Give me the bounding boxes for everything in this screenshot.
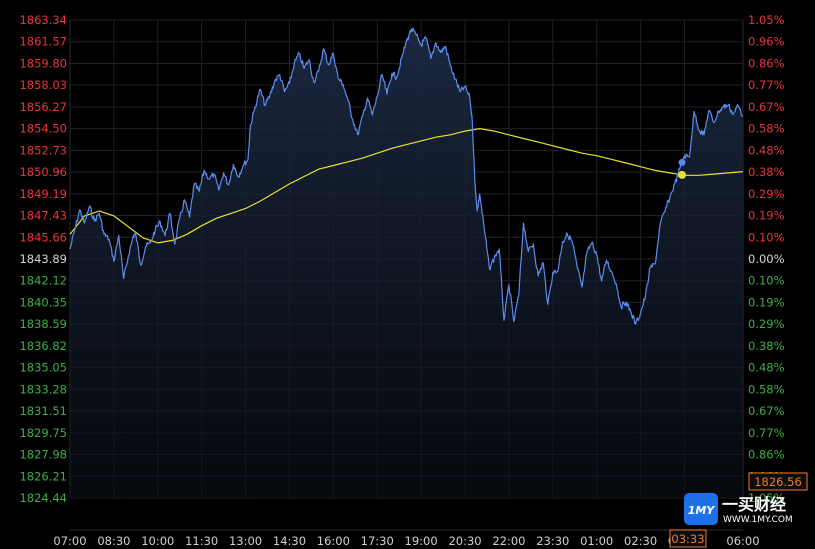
x-tick-label: 20:30	[448, 534, 481, 548]
y-tick-label-left: 1824.44	[19, 491, 67, 505]
x-tick-label: 02:30	[624, 534, 657, 548]
y-tick-label-left: 1840.35	[19, 295, 67, 309]
y-tick-label-right: 0.86%	[748, 56, 785, 70]
y-tick-label-right: 0.38%	[748, 165, 785, 179]
y-tick-label-left: 1854.50	[19, 122, 67, 136]
y-tick-label-right: 0.00%	[748, 252, 785, 266]
y-tick-label-right: 0.67%	[748, 404, 785, 418]
y-tick-label-right: 0.19%	[748, 295, 785, 309]
y-tick-label-right: 0.58%	[748, 382, 785, 396]
y-tick-label-right: 1.05%	[748, 13, 785, 27]
y-tick-label-right: 0.38%	[748, 339, 785, 353]
y-tick-label-right: 0.58%	[748, 122, 785, 136]
y-tick-label-right: 0.96%	[748, 35, 785, 49]
y-tick-label-left: 1833.28	[19, 382, 67, 396]
x-tick-label: 07:00	[53, 534, 86, 548]
y-tick-label-left: 1861.57	[19, 35, 67, 49]
y-tick-label-left: 1836.82	[19, 339, 67, 353]
logo-url: WWW.1MY.COM	[723, 515, 793, 525]
price-series-line	[69, 27, 744, 325]
current-time-box: 03:33	[669, 529, 707, 548]
y-tick-label-right: 0.48%	[748, 143, 785, 157]
logo-badge	[684, 493, 718, 525]
y-tick-label-left: 1845.66	[19, 230, 67, 244]
x-tick-label: 22:00	[492, 534, 525, 548]
y-tick-label-left: 1831.51	[19, 404, 67, 418]
x-tick-label: 17:30	[361, 534, 394, 548]
y-tick-label-left: 1842.12	[19, 274, 67, 288]
y-tick-label-right: 0.19%	[748, 209, 785, 223]
y-tick-label-left: 1847.43	[19, 209, 67, 223]
y-tick-label-left: 1863.34	[19, 13, 67, 27]
average-series-line	[69, 127, 744, 244]
y-tick-label-right: 0.86%	[748, 448, 785, 462]
y-axis-right: 1.05% 0.96% 0.86% 0.77% 0.67% 0.58% 0.48% 0.38%…	[748, 13, 785, 505]
y-tick-label-left: 1859.80	[19, 56, 67, 70]
y-tick-label-right: 0.77%	[748, 426, 785, 440]
average-cursor-marker	[678, 170, 687, 179]
current-time-label: 03:33	[671, 532, 704, 546]
y-tick-label-left: 1852.73	[19, 143, 67, 157]
y-tick-label-left: 1856.27	[19, 100, 67, 114]
x-tick-label: 06:00	[726, 534, 759, 548]
x-tick-label: 13:00	[229, 534, 262, 548]
price-area-fill	[70, 28, 743, 498]
current-price-label: 1826.56	[754, 475, 802, 489]
x-tick-label: 16:00	[317, 534, 350, 548]
y-tick-label-right: 0.10%	[748, 274, 785, 288]
price-cursor-marker	[678, 158, 686, 166]
y-tick-label-left: 1838.59	[19, 317, 67, 331]
y-tick-label-left: 1858.03	[19, 78, 67, 92]
x-tick-label: 23:30	[536, 534, 569, 548]
y-tick-label-right: 0.29%	[748, 187, 785, 201]
logo-name: 一买财经	[722, 495, 786, 514]
y-tick-label-right: 0.67%	[748, 100, 785, 114]
price-line-layer	[69, 27, 744, 325]
y-axis-left: 1863.34 1861.57 1859.80 1858.03 1856.27 1854.…	[19, 13, 67, 505]
logo-badge-text: 1MY	[688, 504, 716, 517]
y-tick-label-right: 0.29%	[748, 317, 785, 331]
y-tick-label-left: 1829.75	[19, 426, 67, 440]
x-tick-label: 08:30	[97, 534, 130, 548]
x-tick-label: 14:30	[273, 534, 306, 548]
y-tick-label-right: 0.10%	[748, 230, 785, 244]
y-tick-label-left: 1827.98	[19, 448, 67, 462]
x-tick-label: 19:00	[405, 534, 438, 548]
current-price-box: 1826.56	[748, 472, 808, 491]
x-tick-label: 10:00	[141, 534, 174, 548]
y-tick-label-right: 0.48%	[748, 361, 785, 375]
x-axis: 07:00 08:30 10:00 11:30 13:00 14:30 16:00 17:30…	[53, 534, 759, 548]
average-line-layer	[69, 127, 744, 244]
y-tick-label-right: 0.77%	[748, 78, 785, 92]
y-tick-label-left: 1826.21	[19, 469, 67, 483]
y-tick-label-left: 1849.19	[19, 187, 67, 201]
markers	[678, 158, 687, 179]
y-tick-label-left: 1843.89	[19, 252, 67, 266]
y-tick-label-left: 1850.96	[19, 165, 67, 179]
watermark-logo: 1MY 一买财经 WWW.1MY.COM	[684, 493, 793, 525]
x-tick-label: 01:00	[580, 534, 613, 548]
y-tick-label-left: 1835.05	[19, 361, 67, 375]
x-tick-label: 11:30	[185, 534, 218, 548]
price-area	[70, 28, 743, 498]
y-tick-label-right: 1.05%	[748, 491, 785, 505]
